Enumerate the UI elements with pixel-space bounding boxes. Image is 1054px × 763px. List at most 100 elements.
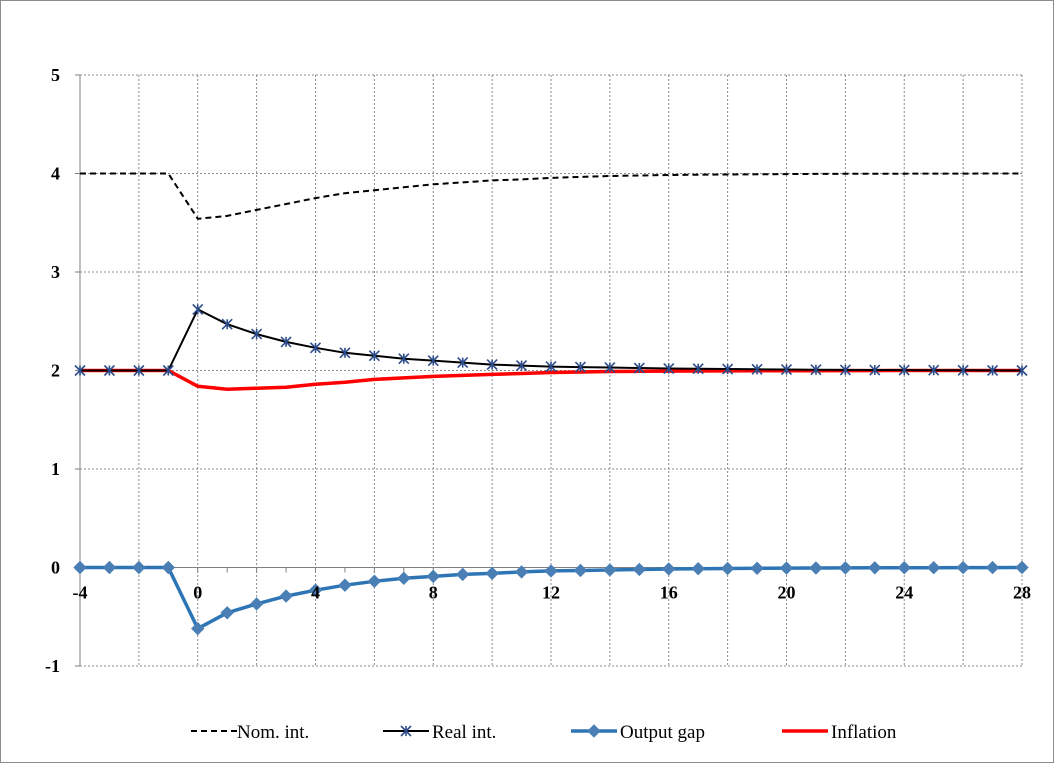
data-point-marker — [928, 364, 940, 376]
series-real-int — [74, 303, 1028, 377]
data-point-marker — [810, 364, 822, 376]
data-point-marker — [838, 561, 853, 575]
y-tick-label: 2 — [51, 361, 60, 381]
data-point-marker — [632, 562, 647, 577]
data-point-marker — [839, 364, 851, 376]
data-point-marker — [162, 364, 174, 377]
data-point-marker — [926, 560, 941, 575]
data-point-marker — [251, 328, 263, 340]
x-tick-label: 4 — [311, 583, 320, 603]
data-point-marker — [220, 606, 234, 620]
legend: Nom. int. Real int. Output gap Inflation — [191, 722, 897, 743]
x-tick-label: 24 — [895, 583, 913, 603]
data-point-marker — [633, 362, 645, 374]
x-tick-label: 28 — [1013, 583, 1031, 603]
y-tick-label: 0 — [51, 558, 60, 578]
legend-item: Real int. — [383, 722, 496, 743]
x-tick-label: 12 — [542, 583, 560, 603]
data-point-marker — [309, 342, 322, 354]
data-point-marker — [338, 578, 352, 592]
y-tick-label: 5 — [51, 65, 60, 85]
data-point-marker — [161, 560, 176, 575]
x-tick-label: 0 — [193, 583, 202, 603]
data-point-marker — [280, 336, 292, 348]
data-point-marker — [514, 565, 529, 579]
data-point-marker — [1016, 364, 1028, 377]
data-point-marker — [573, 563, 588, 578]
series-line — [80, 172, 1022, 220]
data-point-marker — [985, 560, 1000, 575]
data-point-marker — [663, 362, 675, 375]
data-point-marker — [73, 560, 87, 575]
data-point-marker — [603, 563, 617, 577]
data-point-marker — [485, 566, 499, 581]
data-point-marker — [722, 363, 734, 375]
data-point-marker — [898, 364, 910, 376]
data-point-marker — [779, 561, 794, 575]
data-point-marker — [74, 364, 86, 377]
data-point-marker — [133, 364, 145, 377]
data-point-marker — [956, 560, 970, 575]
data-point-marker — [398, 353, 410, 365]
y-tick-label: 3 — [51, 262, 60, 282]
series-nom-int — [80, 172, 1022, 220]
data-point-marker — [191, 621, 205, 636]
data-point-marker — [339, 347, 351, 359]
data-point-marker — [132, 560, 146, 575]
data-point-marker — [367, 574, 382, 588]
x-tick-label: -4 — [73, 583, 88, 603]
series-layer — [73, 172, 1029, 636]
x-tick-label: 8 — [429, 583, 438, 603]
data-point-marker — [957, 364, 969, 376]
data-point-marker — [308, 583, 323, 597]
data-point-marker — [102, 560, 117, 575]
data-point-marker — [692, 363, 704, 375]
legend-label: Output gap — [620, 722, 705, 743]
data-point-marker — [515, 360, 528, 372]
data-point-marker — [720, 561, 735, 576]
legend-label: Real int. — [432, 722, 496, 743]
data-point-marker — [574, 361, 587, 373]
data-point-marker — [1015, 560, 1029, 575]
data-point-marker — [545, 360, 557, 373]
y-tick-label: -1 — [45, 656, 60, 676]
x-tick-label: 16 — [660, 583, 678, 603]
data-point-marker — [486, 359, 498, 371]
data-point-marker — [691, 561, 705, 576]
data-point-marker — [279, 589, 293, 603]
data-point-marker — [751, 363, 763, 375]
data-point-marker — [192, 303, 204, 315]
legend-item: Output gap — [571, 722, 705, 743]
legend-label: Inflation — [831, 722, 897, 743]
data-point-marker — [986, 364, 999, 376]
data-point-marker — [869, 364, 881, 376]
data-point-marker — [397, 571, 411, 586]
data-point-marker — [544, 564, 558, 578]
legend-label: Nom. int. — [237, 722, 309, 743]
legend-swatch-marker — [587, 724, 601, 738]
data-point-marker — [868, 561, 882, 575]
data-point-marker — [368, 350, 380, 362]
y-tick-label: 4 — [51, 164, 60, 184]
legend-item: Inflation — [782, 722, 897, 743]
data-point-marker — [221, 318, 233, 330]
x-tick-label: 20 — [778, 583, 796, 603]
legend-item: Nom. int. — [191, 722, 309, 743]
legend-swatch-marker — [400, 725, 412, 737]
data-point-marker — [897, 560, 911, 575]
data-point-marker — [103, 364, 116, 377]
data-point-marker — [249, 597, 264, 611]
data-point-marker — [457, 357, 469, 369]
data-point-marker — [455, 567, 470, 582]
data-point-marker — [750, 561, 764, 575]
y-tick-label: 1 — [51, 459, 60, 479]
data-point-marker — [426, 569, 440, 584]
data-point-marker — [604, 361, 616, 374]
data-point-marker — [427, 355, 439, 367]
data-point-marker — [662, 562, 676, 576]
series-output-gap — [73, 560, 1029, 636]
data-point-marker — [809, 561, 823, 575]
data-point-marker — [780, 363, 793, 376]
